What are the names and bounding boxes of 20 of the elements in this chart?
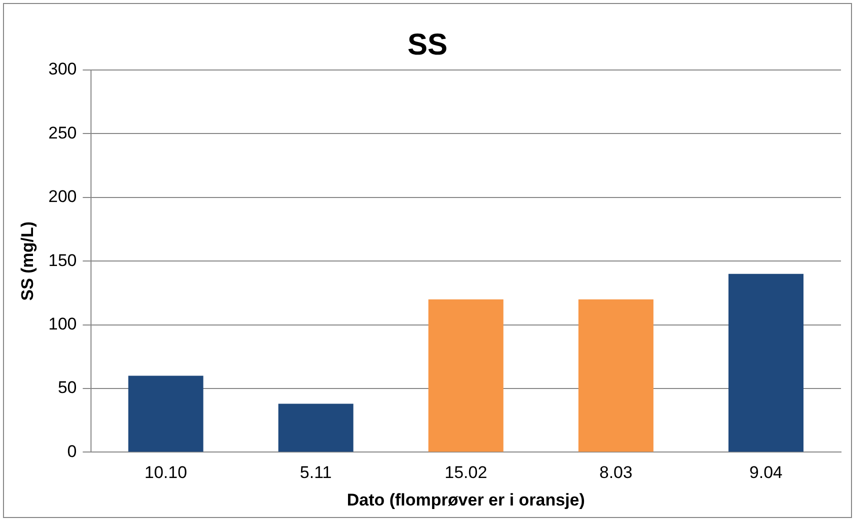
x-tick-label: 8.03 xyxy=(599,463,632,482)
y-tick-label: 50 xyxy=(58,378,77,398)
chart-title: SS xyxy=(407,28,448,62)
y-tick-label: 300 xyxy=(48,60,77,79)
y-axis-title: SS (mg/L) xyxy=(18,221,37,301)
bar xyxy=(278,404,354,452)
bar xyxy=(428,299,504,452)
y-tick-label: 0 xyxy=(67,442,77,461)
x-axis-title: Dato (flomprøver er i oransje) xyxy=(346,490,585,510)
x-tick-label: 9.04 xyxy=(749,463,783,482)
x-tick-label: 5.11 xyxy=(300,463,332,482)
y-tick-label: 150 xyxy=(48,250,77,270)
y-tick-label: 200 xyxy=(48,187,77,206)
bar xyxy=(578,299,654,452)
bar xyxy=(728,274,804,452)
x-tick-label: 15.02 xyxy=(444,463,488,482)
bar xyxy=(128,376,204,452)
x-tick-label: 10.10 xyxy=(144,463,188,482)
y-tick-label: 250 xyxy=(48,123,77,142)
y-tick-label: 100 xyxy=(48,314,77,334)
